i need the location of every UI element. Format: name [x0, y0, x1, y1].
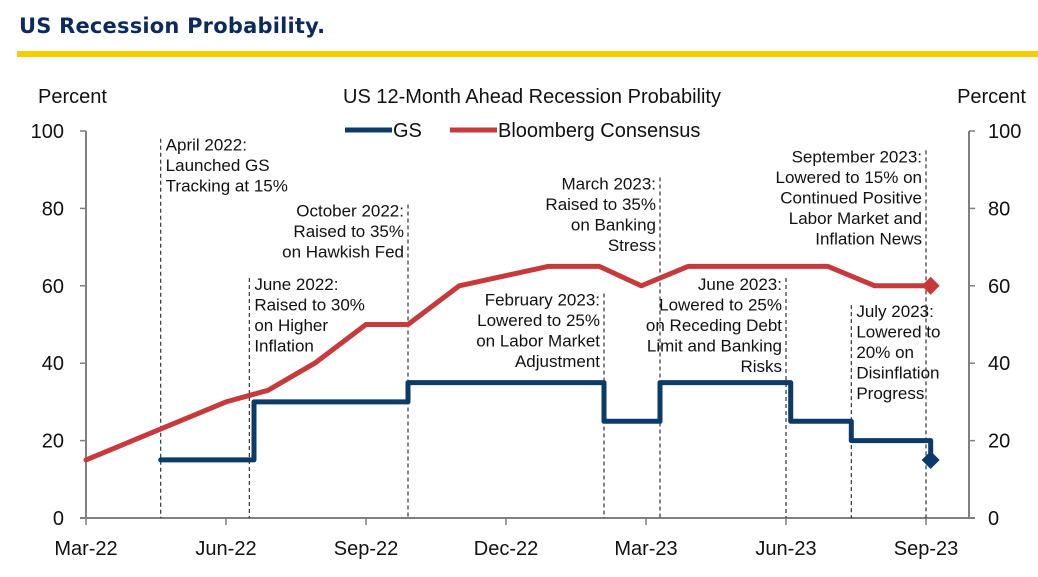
page-title: US Recession Probability.	[19, 14, 326, 38]
annotation-line: Inflation News	[815, 229, 922, 248]
annotation-line: Continued Positive	[780, 188, 922, 207]
gs-series-line	[158, 380, 934, 463]
annotation-line: Lowered to 15% on	[776, 168, 923, 187]
right-y-tick-label: 40	[988, 353, 1010, 375]
annotation-line: on Labor Market	[476, 332, 600, 351]
annotation-line: Labor Market and	[789, 209, 922, 228]
bloomberg-end-marker	[921, 276, 940, 295]
annotation-line: Risks	[740, 357, 782, 376]
x-tick-label: Mar-23	[614, 538, 677, 560]
right-y-tick-label: 80	[988, 198, 1010, 220]
left-y-tick-label: 0	[53, 508, 64, 530]
left-y-tick-label: 20	[42, 431, 64, 453]
annotation-line: Lowered to	[856, 323, 940, 342]
annotation-line: February 2023:	[485, 291, 600, 310]
annotation-line: September 2023:	[792, 147, 922, 166]
annotation-line: Raised to 35%	[293, 222, 404, 241]
annotation-text: October 2022:Raised to 35% on Hawkish Fed	[282, 202, 404, 262]
annotation-line: Raised to 35%	[545, 195, 656, 214]
legend-label-bloomberg: Bloomberg Consensus	[498, 120, 700, 142]
annotation-line: on Hawkish Fed	[282, 243, 404, 262]
x-tick-label: Jun-22	[195, 538, 256, 560]
gs-end-marker	[921, 450, 940, 469]
annotation-line: June 2022:	[254, 275, 338, 294]
annotation-line: Lowered to 25%	[477, 311, 600, 330]
annotation-line: Launched GS	[166, 156, 270, 175]
annotation-line: Raised to 30%	[254, 296, 365, 315]
title-accent-rule	[17, 51, 1038, 57]
annotation-text: March 2023: Raised to 35%on Banking Stress	[545, 174, 656, 255]
annotation-line: on Higher	[254, 316, 328, 335]
annotation-line: Adjustment	[515, 352, 600, 371]
annotation-line: March 2023:	[562, 174, 657, 193]
annotation-line: Lowered to 25%	[659, 296, 782, 315]
right-y-tick-label: 20	[988, 431, 1010, 453]
annotation-line: Limit and Banking	[647, 337, 782, 356]
left-y-tick-label: 40	[42, 353, 64, 375]
left-axis-label: Percent	[38, 86, 107, 108]
annotation-line: July 2023:	[856, 302, 934, 321]
annotation-line: April 2022:	[166, 136, 247, 155]
legend: GS Bloomberg Consensus	[345, 120, 700, 142]
annotation-line: on Banking	[571, 215, 656, 234]
annotation-line: Disinflation	[856, 364, 939, 383]
x-tick-label: Sep-22	[334, 538, 399, 560]
right-axis-label: Percent	[957, 86, 1026, 108]
annotation-line: Tracking at 15%	[166, 177, 288, 196]
annotation-line: Progress	[856, 384, 924, 403]
annotation-text: June 2022: Raised to 30%on Higher Inflatio…	[254, 275, 365, 356]
bloomberg-series-line	[83, 263, 934, 463]
right-y-tick-label: 100	[988, 121, 1021, 143]
annotation-line: Stress	[608, 236, 656, 255]
annotation-line: on Receding Debt	[646, 316, 782, 335]
annotation-line: 20% on	[856, 343, 914, 362]
left-y-tick-label: 60	[42, 276, 64, 298]
left-y-tick-label: 80	[42, 198, 64, 220]
annotation-text: June 2023: Lowered to 25%on Receding Debt…	[646, 275, 782, 376]
x-tick-label: Dec-22	[474, 538, 538, 560]
annotation-line: October 2022:	[296, 202, 404, 221]
left-y-tick-label: 100	[31, 121, 64, 143]
legend-label-gs: GS	[393, 120, 422, 142]
x-tick-label: Mar-22	[54, 538, 117, 560]
annotation-text: April 2022:Launched GS Tracking at 15%	[166, 136, 288, 196]
annotation-line: Inflation	[254, 337, 314, 356]
right-y-tick-label: 60	[988, 276, 1010, 298]
chart-title: US 12-Month Ahead Recession Probability	[343, 86, 721, 108]
x-tick-label: Jun-23	[755, 538, 816, 560]
annotation-text: September 2023: Lowered to 15% onContinue…	[776, 147, 923, 248]
x-tick-label: Sep-23	[894, 538, 959, 560]
annotation-text: February 2023:Lowered to 25% on Labor Mar…	[476, 291, 600, 372]
right-y-tick-label: 0	[988, 508, 999, 530]
annotation-line: June 2023:	[698, 275, 782, 294]
